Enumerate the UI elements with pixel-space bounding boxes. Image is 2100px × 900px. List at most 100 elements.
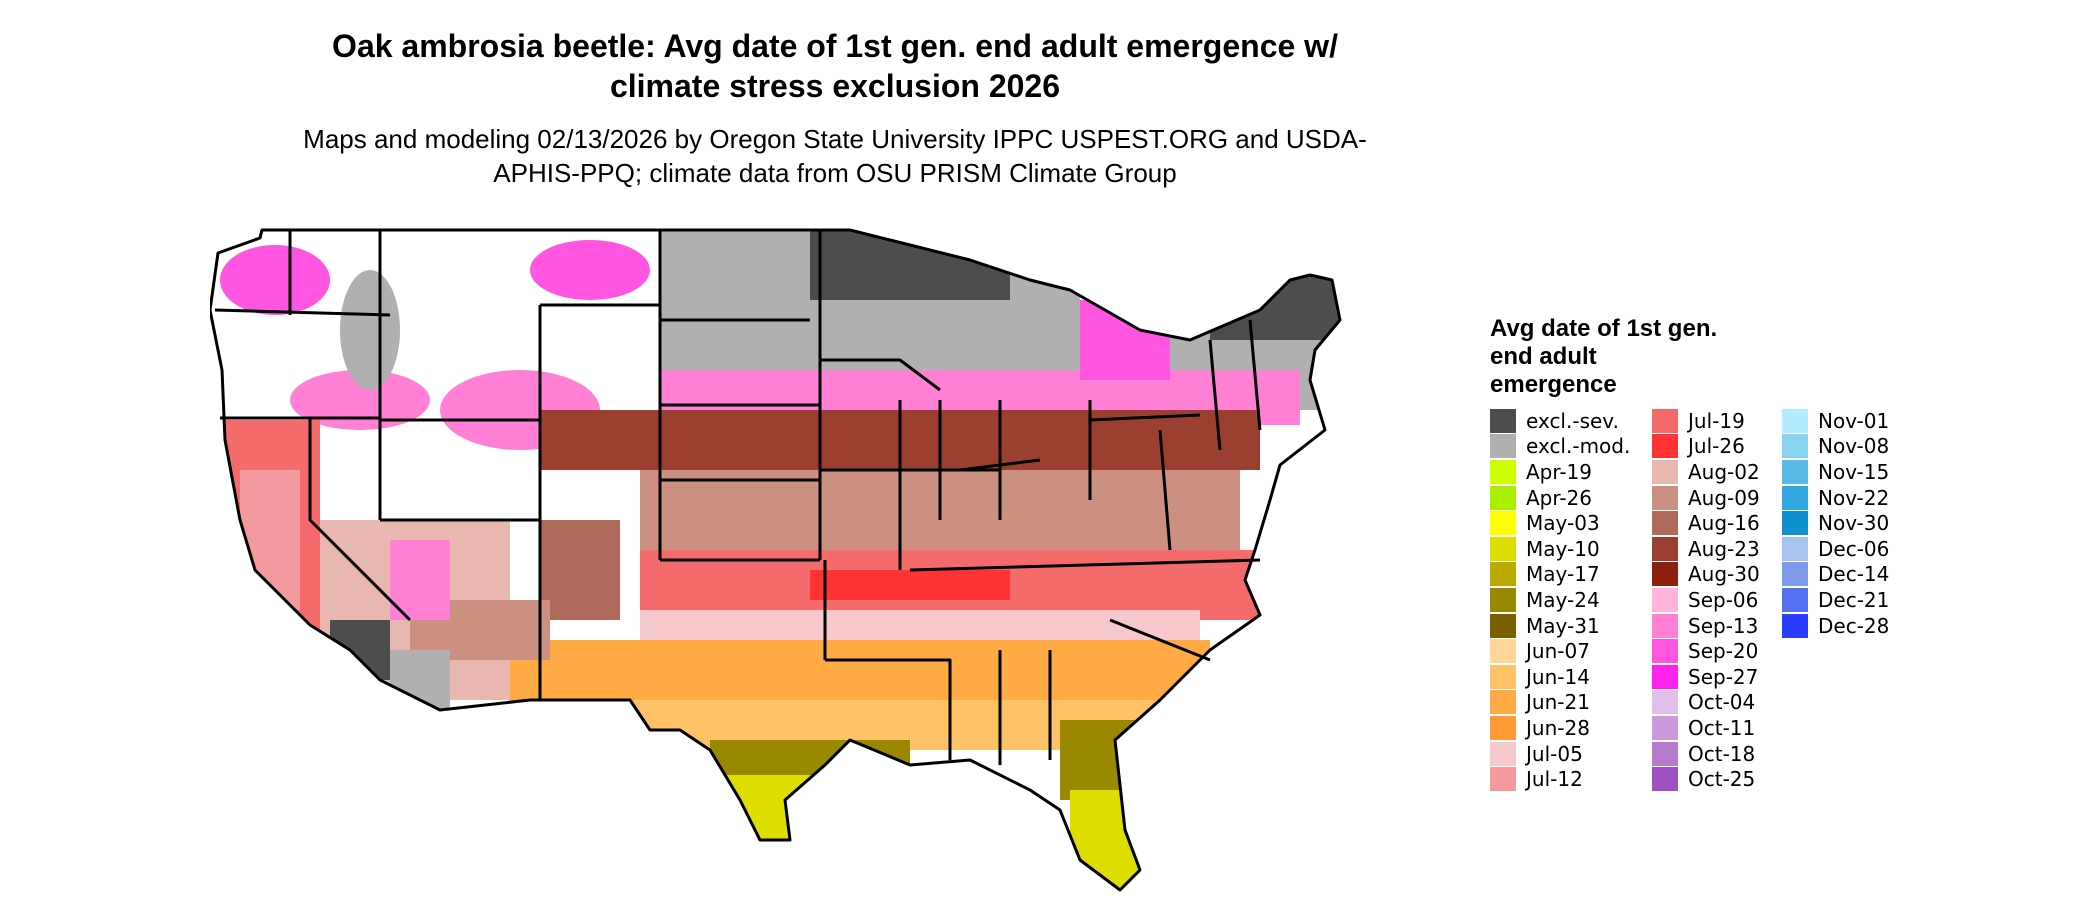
legend-swatch: [1490, 613, 1516, 638]
legend-label: Oct-11: [1688, 715, 1756, 740]
legend-item: Sep-06: [1652, 587, 1760, 613]
legend-swatch: [1490, 664, 1516, 689]
legend-item: Apr-19: [1490, 459, 1630, 485]
legend-item: Nov-22: [1782, 485, 1889, 511]
legend-swatch: [1652, 536, 1678, 561]
us-map: [210, 228, 1342, 892]
legend-swatch: [1490, 408, 1516, 433]
legend-label: Nov-22: [1818, 485, 1890, 510]
legend-label: May-10: [1526, 536, 1600, 561]
legend-item: Jul-05: [1490, 741, 1630, 767]
legend-item: Jun-07: [1490, 638, 1630, 664]
legend-item: Sep-27: [1652, 664, 1760, 690]
legend-item: Oct-25: [1652, 766, 1760, 792]
legend-item: Aug-02: [1652, 459, 1760, 485]
legend-item: Nov-30: [1782, 510, 1889, 536]
legend-label: Oct-04: [1688, 690, 1756, 715]
legend-swatch: [1782, 613, 1808, 638]
legend-swatch: [1490, 536, 1516, 561]
legend-item: Oct-11: [1652, 715, 1760, 741]
legend-swatch: [1490, 562, 1516, 587]
legend-swatch: [1652, 459, 1678, 484]
legend-item: Nov-01: [1782, 408, 1889, 434]
legend-label: Oct-25: [1688, 767, 1756, 792]
legend-item: Nov-08: [1782, 434, 1889, 460]
legend-label: Sep-06: [1688, 587, 1759, 612]
legend-label: Dec-21: [1818, 587, 1890, 612]
legend-item: Jun-14: [1490, 664, 1630, 690]
legend-item: May-24: [1490, 587, 1630, 613]
legend-item: Apr-26: [1490, 485, 1630, 511]
legend-swatch: [1652, 408, 1678, 433]
legend-swatch: [1782, 511, 1808, 536]
legend-item: Nov-15: [1782, 459, 1889, 485]
legend-swatch: [1490, 639, 1516, 664]
legend-item: Jul-12: [1490, 766, 1630, 792]
legend-label: Aug-30: [1688, 562, 1760, 587]
legend-item: May-03: [1490, 510, 1630, 536]
legend-swatch: [1490, 741, 1516, 766]
legend-swatch: [1782, 587, 1808, 612]
legend-item: excl.-mod.: [1490, 434, 1630, 460]
legend-swatch: [1490, 485, 1516, 510]
legend-swatch: [1652, 562, 1678, 587]
legend-label: excl.-sev.: [1526, 408, 1619, 433]
legend-swatch: [1652, 767, 1678, 792]
legend-item: Jul-19: [1652, 408, 1760, 434]
legend-item: Sep-20: [1652, 638, 1760, 664]
legend-label: Sep-20: [1688, 639, 1759, 664]
legend-item: Dec-21: [1782, 587, 1889, 613]
legend-item: Jun-28: [1490, 715, 1630, 741]
map-subtitle: Maps and modeling 02/13/2026 by Oregon S…: [303, 124, 1367, 188]
legend-title: Avg date of 1st gen. end adult emergence: [1490, 315, 1718, 398]
legend-item: excl.-sev.: [1490, 408, 1630, 434]
legend-label: Jun-07: [1526, 639, 1590, 664]
legend-column: Jul-19 Jul-26 Aug-02 Aug-09 Aug-16 Aug-23 Aug-…: [1652, 408, 1760, 792]
legend-label: Aug-16: [1688, 511, 1760, 536]
legend-label: May-31: [1526, 613, 1600, 638]
legend-label: Nov-30: [1818, 511, 1890, 536]
legend-swatch: [1490, 587, 1516, 612]
legend-swatch: [1652, 613, 1678, 638]
legend-label: Nov-08: [1818, 434, 1890, 459]
legend-label: Dec-14: [1818, 562, 1890, 587]
legend-item: Jun-21: [1490, 690, 1630, 716]
legend-swatch: [1652, 690, 1678, 715]
legend-label: Oct-18: [1688, 741, 1756, 766]
legend-swatch: [1652, 511, 1678, 536]
legend-swatch: [1490, 434, 1516, 459]
legend-swatch: [1490, 511, 1516, 536]
legend-label: Dec-28: [1818, 613, 1890, 638]
legend-column: Nov-01 Nov-08 Nov-15 Nov-22 Nov-30 Dec-06 Dec-…: [1782, 408, 1889, 638]
legend-label: Jun-28: [1526, 715, 1590, 740]
legend-swatch: [1782, 485, 1808, 510]
legend-label: excl.-mod.: [1526, 434, 1631, 459]
legend-swatch: [1490, 767, 1516, 792]
legend-item: Aug-16: [1652, 510, 1760, 536]
legend-label: Apr-19: [1526, 459, 1592, 484]
legend-label: Aug-02: [1688, 459, 1760, 484]
map-title: Oak ambrosia beetle: Avg date of 1st gen…: [332, 28, 1338, 104]
legend-swatch: [1490, 459, 1516, 484]
legend-item: Aug-30: [1652, 562, 1760, 588]
legend-label: Jul-12: [1526, 767, 1583, 792]
legend-swatch: [1652, 741, 1678, 766]
legend-swatch: [1652, 715, 1678, 740]
legend-item: Oct-18: [1652, 741, 1760, 767]
legend-swatch: [1652, 664, 1678, 689]
legend-label: Sep-27: [1688, 664, 1759, 689]
legend-label: May-17: [1526, 562, 1600, 587]
legend-label: Apr-26: [1526, 485, 1592, 510]
legend-item: Sep-13: [1652, 613, 1760, 639]
legend-label: Nov-01: [1818, 408, 1890, 433]
legend-item: May-17: [1490, 562, 1630, 588]
legend-swatch: [1652, 587, 1678, 612]
legend-label: Dec-06: [1818, 536, 1890, 561]
legend-item: May-10: [1490, 536, 1630, 562]
legend-item: Aug-23: [1652, 536, 1760, 562]
legend-label: Aug-09: [1688, 485, 1760, 510]
legend-item: Oct-04: [1652, 690, 1760, 716]
legend-item: Jul-26: [1652, 434, 1760, 460]
legend-item: May-31: [1490, 613, 1630, 639]
legend-label: Nov-15: [1818, 459, 1890, 484]
